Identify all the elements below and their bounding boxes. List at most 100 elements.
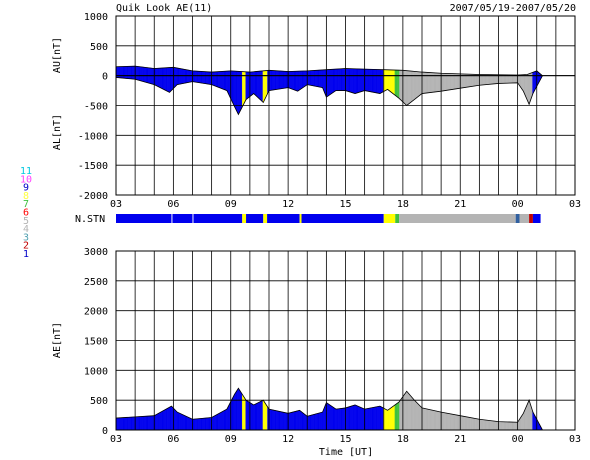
area-slice [301,411,304,431]
area-slice [425,408,428,431]
area-slice [502,421,505,431]
x-tick-label: 06 [167,199,179,210]
area-slice [175,410,177,431]
area-slice [417,403,420,431]
area-slice [236,388,238,431]
area-slice [275,410,277,431]
ae-axis-label: AE[nT] [52,322,63,358]
area-slice [190,70,192,83]
area-slice [271,409,274,431]
area-slice [321,411,323,431]
area-slice [384,69,386,92]
area-slice [324,403,327,431]
y-tick-label: -500 [84,102,108,113]
area-slice [231,397,234,431]
area-slice [259,401,261,431]
area-slice [266,70,268,97]
area-slice [491,420,493,431]
area-slice [186,69,189,83]
area-slice [196,418,198,431]
area-slice [369,69,371,92]
station-bar-segment [263,214,268,223]
area-slice [407,391,409,431]
area-slice [398,401,400,431]
y-tick-label: -2000 [78,191,108,202]
area-slice [253,404,255,431]
area-slice [221,71,223,90]
area-slice [499,421,501,431]
ae-frame [115,250,576,431]
area-slice [207,417,210,431]
area-slice [289,71,291,89]
station-bar-segment [116,214,172,223]
area-slice [510,421,513,431]
area-slice [446,412,448,431]
area-slice [429,409,431,431]
area-slice [206,71,208,85]
area-slice [377,406,379,431]
area-slice [138,416,141,431]
area-slice [276,410,278,431]
area-slice [122,66,125,79]
area-slice [494,420,496,431]
area-slice [216,413,219,431]
area-slice [205,417,207,431]
area-slice [182,414,184,431]
area-slice [308,415,311,431]
area-slice [238,71,241,114]
area-slice [418,404,421,431]
area-slice [281,70,283,89]
area-slice [205,71,207,85]
area-slice [335,408,337,431]
area-slice [221,411,223,431]
area-slice [390,69,392,93]
area-slice [292,411,295,431]
au-al-frame [115,15,576,196]
area-slice [301,70,304,89]
area-slice [184,69,187,84]
area-slice [223,409,226,431]
area-slice [224,409,227,431]
au-axis-label: AU[nT] [52,37,63,73]
area-slice [362,68,365,92]
area-slice [128,66,130,79]
area-slice [486,419,488,431]
y-tick-label: 0 [102,72,108,83]
area-slice [302,412,305,431]
area-slice [321,69,323,88]
area-slice [442,412,445,431]
area-slice [473,418,476,431]
area-slice [159,67,161,89]
area-slice [354,68,356,94]
area-slice [213,71,215,87]
area-slice [253,71,255,95]
area-slice [452,413,454,431]
area-slice [520,74,523,90]
area-slice [167,407,169,431]
area-slice [388,69,391,92]
date-range: 2007/05/19-2007/05/20 [450,3,576,14]
area-slice [360,407,362,431]
area-slice [276,70,278,90]
area-slice [318,69,321,88]
area-slice [279,411,282,431]
station-bar-segment [532,214,541,223]
area-slice [131,66,134,80]
area-slice [522,74,524,92]
x-tick-label: 15 [339,434,351,445]
area-slice [289,412,291,431]
area-slice [414,399,416,431]
area-slice [290,412,292,431]
area-slice [374,406,376,431]
area-slice [126,417,128,431]
area-slice [424,408,426,431]
area-slice [515,74,517,84]
y-tick-label: 500 [90,396,108,407]
area-slice [359,406,361,431]
area-slice [168,406,171,431]
x-tick-label: 15 [339,199,351,210]
x-tick-label: 03 [110,199,122,210]
x-tick-label: 21 [454,434,466,445]
area-slice [254,71,257,97]
area-slice [232,70,235,106]
